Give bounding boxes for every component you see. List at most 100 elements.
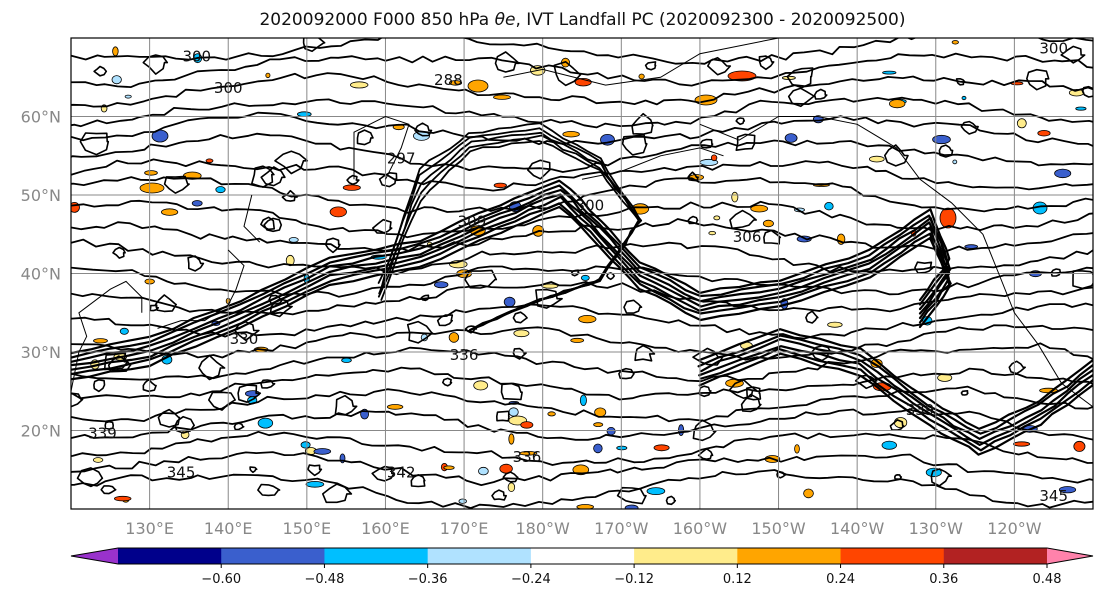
contour-value-label: 342 xyxy=(387,464,416,482)
jet-contour xyxy=(697,334,1093,435)
closed-contour xyxy=(442,377,453,387)
closed-contour xyxy=(274,150,309,175)
ivt-shade-blob xyxy=(519,450,538,456)
ivt-shade-blob xyxy=(300,441,311,449)
closed-contour xyxy=(955,78,966,86)
latitude-axis: 20°N 30°N 40°N 50°N 60°N xyxy=(21,108,61,441)
ivt-shade-blob xyxy=(606,427,616,436)
ivt-shade-blob xyxy=(1037,129,1051,137)
closed-contour xyxy=(154,294,177,313)
ivt-shade-blob xyxy=(215,186,226,194)
title-symbol: θe xyxy=(494,10,516,30)
closed-contour xyxy=(410,474,426,488)
closed-contour xyxy=(436,314,454,327)
ivt-shade-blob xyxy=(313,448,332,455)
closed-contour xyxy=(687,171,699,182)
contour-line xyxy=(71,38,1093,65)
closed-contour xyxy=(889,419,905,431)
closed-contour xyxy=(894,474,903,480)
ivt-shade-blob xyxy=(191,200,203,207)
ivt-shade-blob xyxy=(624,504,639,509)
ivt-shade-blob xyxy=(205,158,214,164)
contour-value-label: 345 xyxy=(1039,487,1068,505)
coastline xyxy=(581,147,724,180)
closed-contour xyxy=(322,483,353,504)
contour-value-label: 288 xyxy=(434,71,463,89)
contour-value-label: 300 xyxy=(182,48,211,66)
ivt-shade-blob xyxy=(951,40,959,45)
lon-tick-label: 160°W xyxy=(673,519,728,538)
ivt-shade-blob xyxy=(508,407,519,417)
closed-contour xyxy=(93,65,108,77)
ivt-shade-blob xyxy=(112,46,119,57)
contour-line xyxy=(71,72,1093,108)
closed-contour xyxy=(854,374,878,390)
closed-contour xyxy=(692,419,717,442)
contour-line xyxy=(71,52,1093,88)
ivt-shade-region xyxy=(467,79,489,93)
lon-tick-label: 170°E xyxy=(440,519,489,538)
coastline xyxy=(157,249,245,329)
closed-contour xyxy=(692,347,724,366)
ivt-shade-blob xyxy=(547,411,556,417)
ivt-shade-blob xyxy=(434,281,449,289)
contour-value-label: 345 xyxy=(167,464,196,482)
ivt-shade-blob xyxy=(478,466,489,476)
closed-contour xyxy=(307,464,323,477)
ivt-shade-blob xyxy=(893,417,908,429)
contour-line xyxy=(71,342,1093,383)
closed-contour xyxy=(107,355,132,373)
jet-contour xyxy=(71,184,950,359)
lon-tick-label: 150°W xyxy=(751,519,806,538)
closed-contour xyxy=(735,117,746,126)
closed-contour xyxy=(302,38,326,53)
coastline xyxy=(699,116,1093,408)
contour-value-label: 336 xyxy=(513,448,542,466)
ivt-shade-blob xyxy=(881,440,898,450)
closed-contour xyxy=(500,382,523,401)
closed-contour xyxy=(142,378,157,393)
colorbar-tick-label: −0.12 xyxy=(614,572,654,587)
ivt-shade-blob xyxy=(448,80,463,86)
ivt-shade-blob xyxy=(124,94,132,99)
contour-value-label: 297 xyxy=(387,150,416,168)
jet-contour xyxy=(71,179,951,355)
closed-contour xyxy=(157,408,181,428)
closed-contour xyxy=(813,88,828,100)
lat-tick-label: 60°N xyxy=(21,108,61,127)
ivt-shade-blob xyxy=(113,495,132,502)
closed-contour xyxy=(735,133,756,151)
closed-contour xyxy=(960,390,969,396)
closed-contour xyxy=(406,320,434,344)
closed-contour xyxy=(324,237,341,254)
closed-contour xyxy=(234,321,260,342)
jet-contour xyxy=(71,195,950,371)
ivt-shade-blob xyxy=(653,444,670,452)
contour-value-label: 300 xyxy=(214,79,243,97)
closed-contour xyxy=(464,325,478,334)
colorbar-tick-label: 0.24 xyxy=(826,572,855,587)
ivt-shade-blob xyxy=(803,488,814,499)
closed-contour xyxy=(502,471,519,483)
ivt-shade-blob xyxy=(508,433,515,445)
closed-contour xyxy=(699,138,714,149)
closed-contour xyxy=(233,422,245,431)
lon-tick-label: 170°W xyxy=(594,519,649,538)
ivt-shade-blob xyxy=(144,170,158,176)
ivt-shade-blob xyxy=(889,99,906,109)
ivt-shade-blob xyxy=(329,206,347,218)
closed-contour xyxy=(269,298,293,318)
ivt-shade-blob xyxy=(1013,441,1031,447)
ivt-shade-blob xyxy=(572,464,590,476)
ivt-shade-blob xyxy=(93,338,108,344)
closed-contour xyxy=(260,166,286,187)
lat-tick-label: 30°N xyxy=(21,343,61,362)
colorbar-segment xyxy=(118,548,222,564)
colorbar-tick-label: 0.48 xyxy=(1033,572,1062,587)
ivt-shade-blob xyxy=(92,457,104,463)
ivt-shade-blob xyxy=(579,394,587,407)
ivt-shade-blob xyxy=(794,444,800,454)
contour-value-label: 300 xyxy=(1039,40,1068,58)
closed-contour xyxy=(420,294,430,302)
colorbar-tick-label: −0.36 xyxy=(408,572,448,587)
